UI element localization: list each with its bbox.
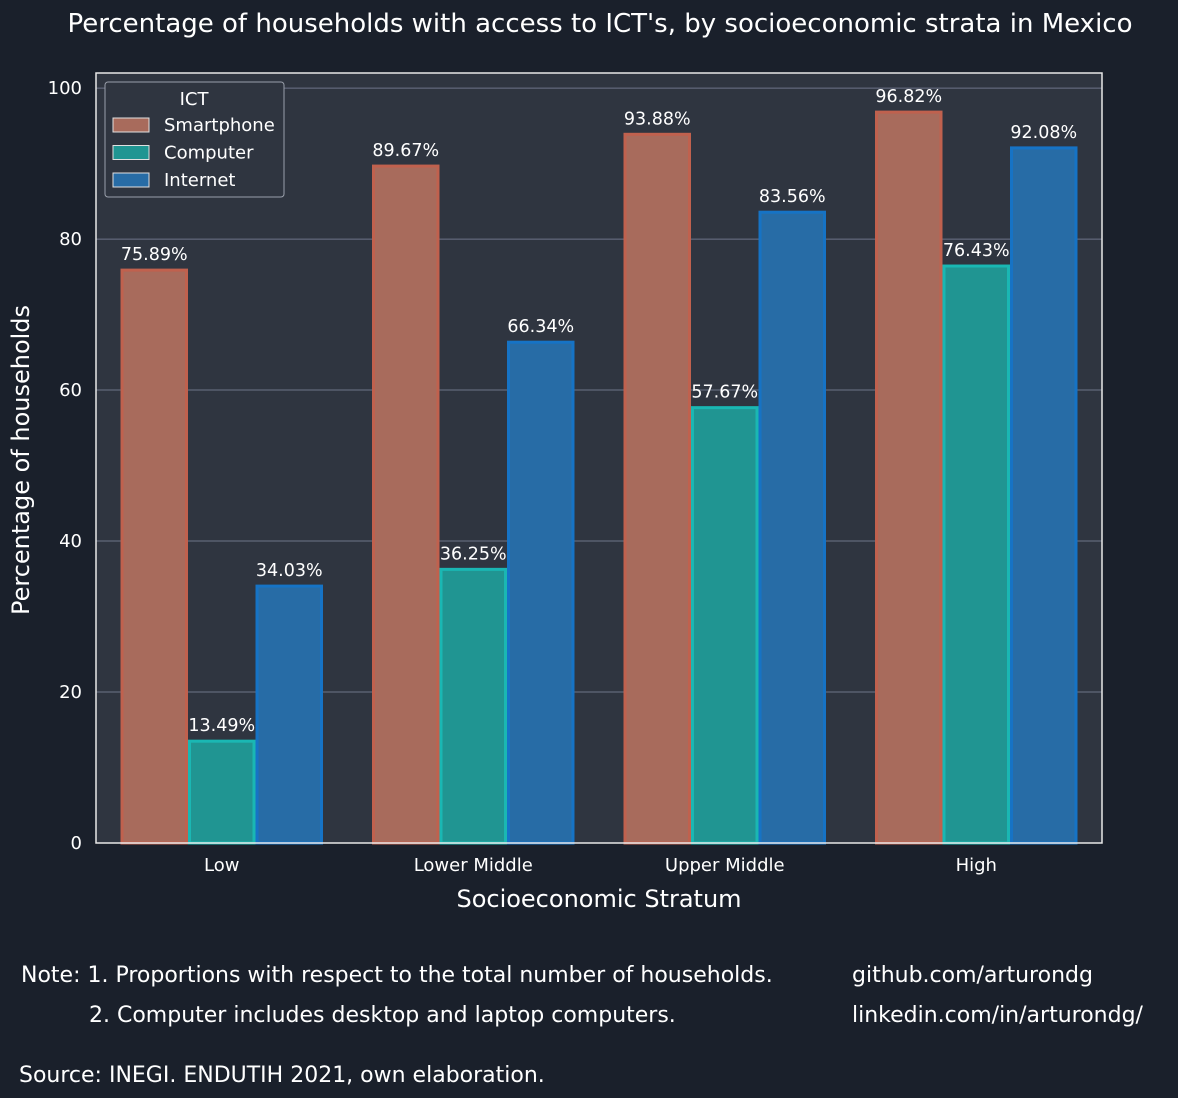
- bar-smartphone-low: [120, 268, 188, 845]
- bar-internet-low: [255, 584, 323, 845]
- bar-computer-upper-middle: [691, 406, 759, 845]
- y-tick-label: 80: [59, 229, 82, 250]
- data-label: 34.03%: [256, 561, 323, 581]
- data-label: 83.56%: [759, 187, 826, 207]
- data-labels: 75.89% 13.49% 34.03% 89.67% 36.25% 66.34% 93.8…: [121, 87, 1077, 736]
- note-line-1: Note: 1. Proportions with respect to the…: [21, 963, 773, 988]
- x-tick-label: Lower Middle: [414, 855, 533, 876]
- legend-label: Computer: [164, 143, 254, 164]
- bar-computer-low: [188, 739, 256, 845]
- data-label: 96.82%: [875, 87, 942, 107]
- legend-title: ICT: [180, 89, 210, 110]
- y-axis-label: Percentage of households: [7, 305, 35, 615]
- y-tick-label: 40: [59, 531, 82, 552]
- x-axis-label: Socioeconomic Stratum: [456, 885, 741, 913]
- github-link[interactable]: github.com/arturondg: [852, 963, 1093, 988]
- data-label: 57.67%: [691, 383, 758, 403]
- data-label: 13.49%: [188, 716, 255, 736]
- chart-title: Percentage of households with access to …: [67, 9, 1132, 39]
- bar-internet-high: [1010, 146, 1078, 845]
- data-label: 36.25%: [440, 544, 507, 564]
- linkedin-link[interactable]: linkedin.com/in/arturondg/: [852, 1003, 1143, 1028]
- data-label: 75.89%: [121, 245, 188, 265]
- bars: [120, 110, 1078, 845]
- bar-computer-high: [942, 264, 1010, 845]
- x-tick-label: Low: [204, 855, 239, 876]
- y-tick-label: 20: [59, 682, 82, 703]
- legend-box: [104, 81, 285, 198]
- x-axis-ticks: Low Lower Middle Upper Middle High: [204, 855, 997, 876]
- data-label: 89.67%: [372, 141, 439, 161]
- bar-internet-lower-middle: [507, 340, 575, 845]
- y-tick-label: 60: [59, 380, 82, 401]
- data-label: 92.08%: [1010, 123, 1077, 143]
- legend-swatch: [112, 145, 150, 160]
- note-line-2: 2. Computer includes desktop and laptop …: [89, 1003, 676, 1028]
- bar-chart: Percentage of households with access to …: [7, 9, 1133, 913]
- legend-items: Smartphone Computer Internet: [112, 115, 275, 191]
- data-label: 93.88%: [624, 109, 691, 129]
- bar-internet-upper-middle: [758, 210, 826, 845]
- plot-frame: [95, 72, 1103, 844]
- x-tick-label: Upper Middle: [665, 855, 785, 876]
- y-axis-ticks: 0 20 40 60 80 100: [48, 78, 82, 854]
- source-note: Source: INEGI. ENDUTIH 2021, own elabora…: [19, 1063, 545, 1088]
- bar-smartphone-high: [875, 110, 943, 845]
- y-tick-label: 0: [71, 833, 82, 854]
- y-tick-label: 100: [48, 78, 82, 99]
- data-label: 76.43%: [943, 241, 1010, 261]
- legend-label: Smartphone: [164, 115, 275, 136]
- legend-label: Internet: [164, 170, 235, 191]
- bar-computer-lower-middle: [439, 567, 507, 845]
- legend-swatch: [112, 172, 150, 188]
- legend: ICT Smartphone Computer Internet: [104, 81, 285, 198]
- bar-smartphone-lower-middle: [372, 164, 440, 845]
- legend-swatch: [112, 117, 150, 133]
- x-tick-label: High: [956, 855, 997, 876]
- bar-smartphone-upper-middle: [623, 132, 691, 845]
- data-label: 66.34%: [507, 317, 574, 337]
